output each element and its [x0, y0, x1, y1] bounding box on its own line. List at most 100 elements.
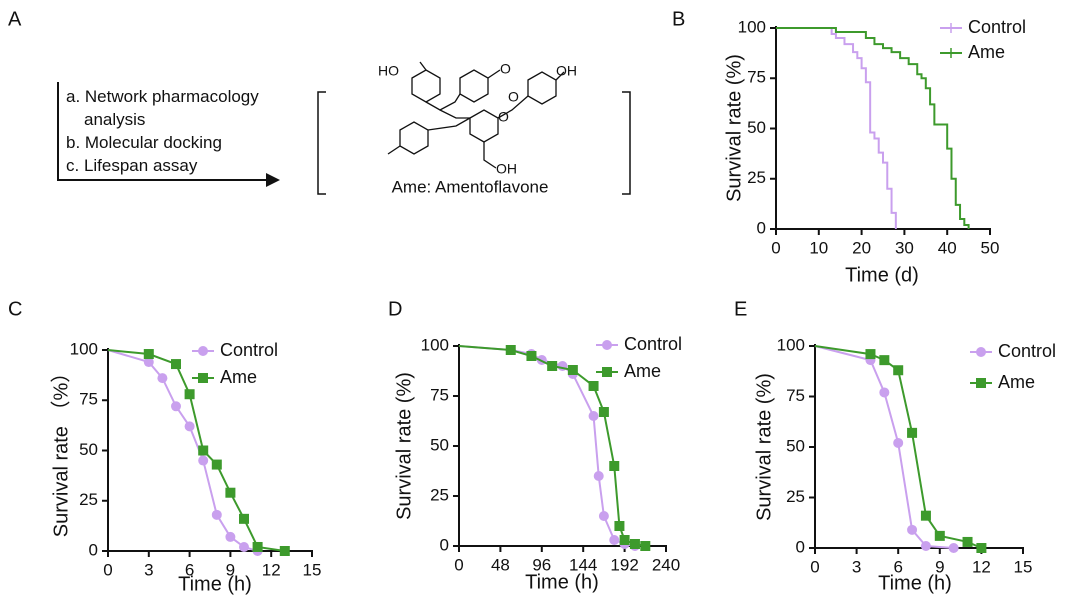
- data-point: [614, 521, 625, 531]
- panel-label: C: [8, 298, 22, 320]
- data-point: [588, 411, 599, 421]
- y-tick-label: 75: [79, 390, 98, 409]
- x-tick-label: 3: [144, 560, 153, 579]
- data-point: [879, 355, 890, 366]
- x-tick-label: 30: [895, 238, 914, 257]
- atom-label: OH: [556, 63, 577, 79]
- data-point: [279, 546, 290, 556]
- y-tick-label: 25: [79, 490, 98, 509]
- y-axis-label: Survival rate (%): [753, 373, 775, 521]
- legend-label: Ame: [998, 372, 1035, 392]
- y-tick-label: 50: [786, 436, 805, 455]
- legend-marker: [976, 347, 986, 357]
- legend-label: Ame: [968, 42, 1005, 62]
- y-tick-label: 50: [747, 118, 766, 137]
- x-tick-label: 12: [972, 557, 991, 576]
- data-point: [609, 535, 620, 545]
- x-tick-label: 6: [185, 560, 194, 579]
- data-point: [907, 427, 918, 438]
- data-point: [225, 531, 236, 542]
- atom-label: O: [500, 61, 511, 77]
- legend-marker: [602, 340, 612, 350]
- x-tick-label: 0: [810, 557, 819, 576]
- atom-label: HO: [378, 63, 399, 79]
- x-tick-label: 0: [454, 555, 463, 574]
- atom-label: O: [498, 109, 509, 125]
- y-axis-label: Survival rate (%): [723, 54, 745, 202]
- series-line: [107, 349, 285, 552]
- data-point: [198, 455, 209, 466]
- data-point: [526, 351, 537, 361]
- legend-marker: [198, 346, 208, 356]
- data-point: [907, 524, 918, 535]
- y-tick-label: 100: [777, 335, 805, 354]
- legend-label: Control: [624, 334, 682, 354]
- data-point: [198, 445, 209, 456]
- legend-marker: [198, 373, 208, 383]
- legend-label: Control: [968, 17, 1026, 37]
- y-tick-label: 0: [796, 537, 805, 556]
- data-point: [865, 349, 876, 360]
- step: b. Molecular docking: [66, 133, 222, 152]
- y-axis-label: Survival rate (%): [393, 372, 415, 520]
- x-tick-label: 96: [532, 555, 551, 574]
- data-point: [619, 535, 630, 545]
- data-point: [171, 401, 181, 412]
- legend-label: Ame: [624, 361, 661, 381]
- x-tick-label: 9: [935, 557, 944, 576]
- x-tick-label: 240: [652, 555, 680, 574]
- data-point: [143, 357, 154, 368]
- data-point: [893, 437, 904, 448]
- x-axis-label: Time (d): [845, 264, 919, 286]
- y-tick-label: 50: [79, 440, 98, 459]
- y-tick-label: 0: [757, 218, 766, 237]
- data-point: [239, 513, 249, 524]
- data-point: [598, 511, 609, 521]
- y-tick-label: 25: [430, 485, 449, 504]
- panel-label: A: [8, 8, 22, 30]
- data-point: [934, 530, 945, 541]
- x-tick-label: 20: [852, 238, 871, 257]
- y-tick-label: 75: [786, 386, 805, 405]
- legend-marker: [976, 378, 986, 388]
- workflow-steps: a. Network pharmacology analysis b. Mole…: [66, 85, 296, 177]
- y-tick-label: 75: [747, 68, 766, 87]
- data-point: [879, 387, 890, 398]
- series-line: [776, 27, 970, 229]
- data-point: [948, 543, 959, 553]
- x-tick-label: 12: [262, 560, 281, 579]
- x-tick-label: 0: [771, 238, 780, 257]
- y-tick-label: 25: [786, 487, 805, 506]
- x-axis-label: Time (h): [878, 572, 952, 594]
- data-point: [239, 541, 249, 552]
- x-tick-label: 192: [610, 555, 638, 574]
- x-tick-label: 40: [938, 238, 957, 257]
- series-line: [814, 345, 954, 549]
- y-tick-label: 75: [430, 385, 449, 404]
- data-point: [629, 539, 640, 549]
- data-point: [171, 359, 181, 370]
- data-point: [184, 389, 195, 400]
- panel-label: E: [734, 298, 747, 320]
- legend-label: Control: [220, 340, 278, 360]
- structure-caption: Ame: Amentoflavone: [392, 177, 549, 196]
- y-tick-label: 50: [430, 435, 449, 454]
- data-point: [588, 381, 599, 391]
- data-point: [225, 487, 236, 498]
- data-point: [920, 540, 931, 551]
- step: a. Network pharmacology analysis: [66, 87, 259, 129]
- x-tick-label: 15: [1014, 557, 1033, 576]
- legend-label: Ame: [220, 367, 257, 387]
- y-tick-label: 100: [738, 17, 766, 36]
- y-tick-label: 100: [421, 335, 449, 354]
- data-point: [184, 421, 195, 432]
- data-point: [567, 365, 578, 375]
- data-point: [920, 510, 931, 521]
- panel-label: D: [388, 298, 402, 320]
- data-point: [893, 365, 904, 376]
- series-line: [107, 349, 258, 552]
- data-point: [252, 541, 263, 552]
- y-tick-label: 25: [747, 168, 766, 187]
- y-tick-label: 0: [440, 535, 449, 554]
